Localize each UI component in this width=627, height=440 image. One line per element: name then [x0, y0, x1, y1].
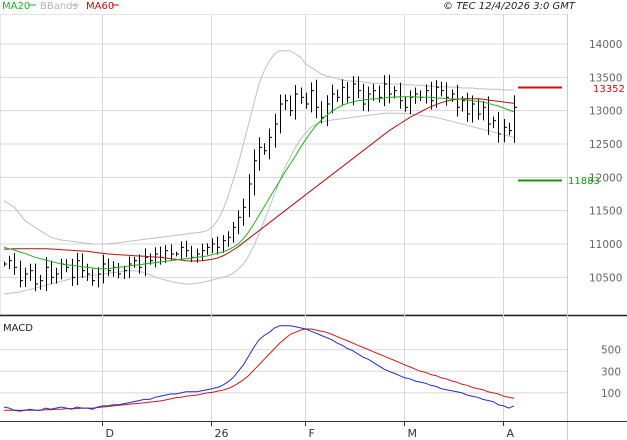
x-tick-label: D: [106, 427, 114, 440]
x-tick-label: 26: [215, 427, 229, 440]
price-tick-label: 13500: [589, 72, 622, 84]
x-tick-label: A: [507, 427, 515, 440]
legend-ma60: MA60: [86, 1, 114, 12]
macd-tick-label: 300: [601, 366, 621, 378]
price-tick-label: 11000: [589, 239, 622, 251]
x-tick-label: M: [408, 427, 418, 440]
timestamp: © TEC 12/4/2026 3:0 GMT: [443, 1, 576, 12]
time-grid: [102, 14, 504, 421]
lower-level-label: 11883: [568, 176, 600, 187]
x-axis-ticks: D 26 F M A: [102, 421, 515, 440]
macd-lines: [3, 325, 515, 412]
price-tick-label: 10500: [589, 272, 622, 284]
macd-signal-path: [4, 328, 515, 411]
price-tick-label: 14000: [589, 39, 622, 51]
bbands-upper-path: [3, 50, 514, 245]
price-tick-label: 12000: [589, 172, 622, 184]
legend-bbands: BBands: [40, 1, 78, 12]
ma20-line: [3, 96, 515, 270]
bbands-lower-path: [3, 112, 515, 295]
macd-path: [3, 325, 515, 412]
bbands-upper-line: [3, 50, 514, 245]
bbands-lower-line: [3, 112, 515, 295]
macd-tick-label: 500: [601, 345, 621, 357]
price-bars: [4, 74, 517, 292]
macd-label: MACD: [3, 323, 33, 334]
ma20-path: [3, 96, 515, 270]
macd-grid: 100 300 500: [0, 345, 621, 400]
upper-level-label: 13352: [593, 84, 625, 95]
legend-ma20: MA20: [2, 1, 30, 12]
price-panel-frame: [0, 14, 568, 315]
price-tick-label: 12500: [589, 139, 622, 151]
x-tick-label: F: [309, 427, 315, 440]
legend: MA20 BBands MA60: [2, 1, 119, 12]
ma60-path: [3, 98, 515, 262]
price-tick-label: 13000: [589, 106, 622, 118]
ma60-line: [3, 98, 515, 262]
macd-tick-label: 100: [601, 388, 621, 400]
price-grid: 10500 11000 11500 12000 12500 13000 13500 14000: [0, 39, 622, 284]
price-tick-label: 11500: [589, 206, 622, 218]
